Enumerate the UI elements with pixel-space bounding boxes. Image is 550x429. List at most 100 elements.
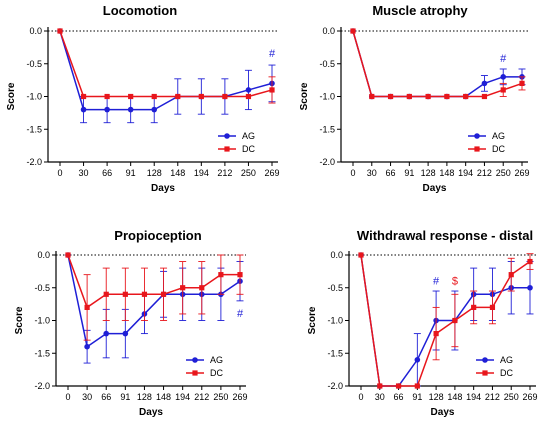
data-point-DC — [160, 291, 167, 297]
data-point-DC — [519, 80, 525, 86]
data-point-AG — [84, 343, 90, 350]
series-line-AG — [352, 30, 522, 98]
x-tick-label: 91 — [404, 168, 414, 178]
data-point-DC — [222, 93, 228, 100]
y-axis-label: Score — [307, 306, 318, 334]
y-tick-label: -1.5 — [319, 124, 335, 134]
significance-marker: # — [500, 53, 507, 65]
series-line-DC — [352, 30, 523, 98]
y-tick-label: 0.0 — [330, 250, 343, 260]
y-tick-label: 0.0 — [322, 26, 335, 36]
data-point-DC — [358, 252, 364, 258]
x-tick-label: 30 — [375, 392, 385, 402]
x-axis-label: Days — [139, 407, 163, 418]
series-DC — [358, 252, 534, 389]
data-point-AG — [500, 74, 507, 80]
legend-marker-DC — [482, 370, 488, 376]
data-point-DC — [500, 87, 506, 93]
x-tick-label: 212 — [477, 168, 492, 178]
x-tick-label: 66 — [394, 392, 404, 402]
x-tick-label: 250 — [241, 168, 256, 178]
x-tick-label: 269 — [514, 168, 529, 178]
legend-label-DC: DC — [492, 144, 505, 154]
x-tick-label: 194 — [466, 392, 481, 402]
y-tick-label: -0.5 — [34, 283, 50, 293]
data-point-DC — [444, 93, 450, 100]
series-line-AG — [67, 254, 241, 348]
data-point-DC — [245, 93, 252, 100]
chart-title: Muscle atrophy — [372, 3, 468, 18]
x-tick-label: 148 — [439, 168, 454, 178]
significance-marker: # — [237, 308, 244, 320]
x-tick-label: 250 — [496, 168, 511, 178]
series-DC — [57, 28, 276, 104]
data-point-DC — [141, 291, 148, 297]
data-point-DC — [406, 93, 412, 100]
x-tick-label: 128 — [137, 392, 152, 402]
series-line-DC — [67, 254, 240, 309]
x-tick-label: 66 — [102, 168, 112, 178]
series-line-DC — [59, 30, 273, 98]
chart-title: Withdrawal response - distal — [357, 228, 533, 243]
series-DC — [65, 252, 244, 341]
data-point-AG — [481, 80, 488, 87]
data-point-AG — [122, 330, 129, 337]
data-point-DC — [452, 317, 458, 324]
x-tick-label: 128 — [147, 168, 162, 178]
y-tick-label: -2.0 — [26, 157, 42, 167]
data-point-AG — [245, 87, 252, 93]
legend-marker-AG — [482, 357, 488, 363]
data-point-DC — [80, 93, 87, 100]
data-point-DC — [198, 93, 204, 100]
data-point-AG — [127, 106, 134, 113]
data-point-AG — [151, 106, 158, 113]
data-point-AG — [527, 284, 533, 291]
x-axis-label: Days — [423, 183, 447, 194]
x-tick-label: 148 — [170, 168, 185, 178]
x-tick-label: 269 — [522, 392, 537, 402]
legend-marker-AG — [474, 133, 480, 139]
data-point-DC — [104, 93, 110, 100]
significance-marker: # — [433, 275, 440, 287]
data-point-AG — [104, 106, 110, 113]
series-DC — [350, 28, 526, 100]
legend-label-DC: DC — [500, 368, 513, 378]
y-tick-label: -0.5 — [319, 59, 335, 69]
y-tick-label: -2.0 — [319, 157, 335, 167]
significance-marker: $ — [452, 275, 458, 287]
chart-panel-1: Muscle atrophy 0.0 -0.5 -1.0 -1.5 -2.0 0 30 66 91… — [299, 3, 530, 194]
data-point-AG — [80, 106, 87, 113]
y-tick-label: -1.0 — [26, 92, 42, 102]
legend-marker-DC — [224, 146, 230, 152]
data-point-DC — [369, 93, 375, 100]
x-tick-label: 0 — [350, 168, 355, 178]
data-point-DC — [414, 383, 420, 389]
y-axis-label: Score — [299, 82, 310, 110]
x-tick-label: 30 — [367, 168, 377, 178]
chart-title: Locomotion — [103, 3, 177, 18]
x-tick-label: 212 — [217, 168, 232, 178]
legend-marker-DC — [474, 146, 480, 152]
x-tick-label: 0 — [358, 392, 363, 402]
y-tick-label: -1.0 — [319, 92, 335, 102]
data-point-DC — [237, 272, 243, 278]
y-tick-label: -1.0 — [34, 316, 50, 326]
x-tick-label: 66 — [386, 168, 396, 178]
x-tick-label: 212 — [194, 392, 209, 402]
y-tick-label: -2.0 — [327, 381, 343, 391]
x-tick-label: 269 — [264, 168, 279, 178]
x-tick-label: 91 — [412, 392, 422, 402]
series-line-DC — [360, 254, 531, 387]
legend-marker-AG — [224, 133, 230, 139]
data-point-DC — [57, 28, 63, 34]
data-point-DC — [350, 28, 356, 34]
x-axis-label: Days — [151, 183, 175, 194]
data-point-DC — [425, 93, 431, 100]
y-tick-label: -1.5 — [26, 124, 42, 134]
x-tick-label: 128 — [429, 392, 444, 402]
x-tick-label: 0 — [65, 392, 70, 402]
x-axis-label: Days — [431, 407, 455, 418]
data-point-DC — [433, 331, 439, 337]
x-tick-label: 194 — [194, 168, 209, 178]
